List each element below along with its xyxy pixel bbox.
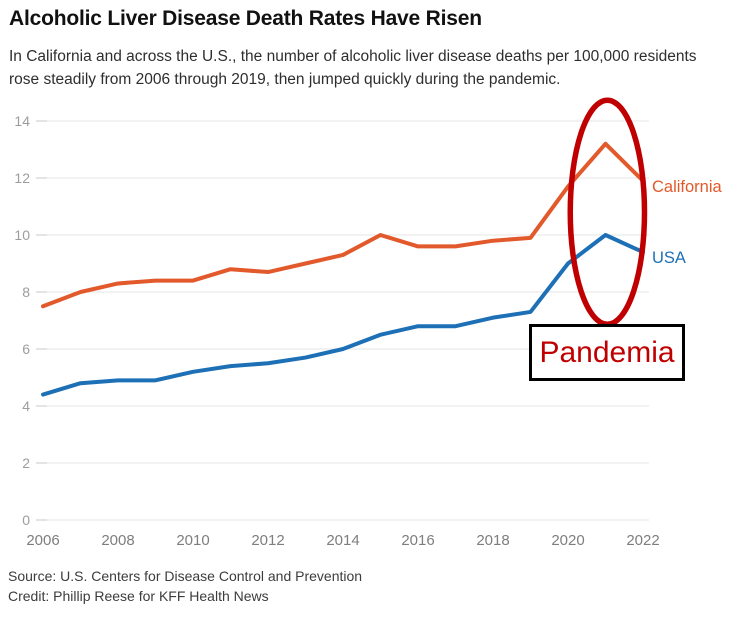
x-tick-label: 2014 (326, 532, 359, 549)
usa-series-label: USA (652, 249, 686, 268)
y-axis: 0 2 4 6 8 10 12 14 (14, 113, 649, 528)
y-tick-label: 6 (22, 341, 30, 357)
x-tick-label: 2022 (626, 532, 659, 549)
x-tick-label: 2018 (476, 532, 509, 549)
pandemic-ellipse (567, 97, 648, 327)
y-tick-label: 0 (22, 512, 30, 528)
y-tick-label: 4 (22, 398, 30, 414)
x-tick-label: 2006 (26, 532, 59, 549)
pandemia-annotation-label: Pandemia (539, 335, 675, 369)
y-tick-label: 8 (22, 284, 30, 300)
credit-line: Credit: Phillip Reese for KFF Health New… (8, 588, 269, 604)
x-tick-label: 2020 (551, 532, 584, 549)
y-tick-label: 14 (14, 113, 30, 129)
chart-title: Alcoholic Liver Disease Death Rates Have… (9, 7, 482, 30)
y-tick-label: 12 (14, 170, 30, 186)
x-tick-label: 2016 (401, 532, 434, 549)
x-tick-label: 2010 (176, 532, 209, 549)
pandemia-annotation-box: Pandemia (529, 324, 685, 381)
x-tick-label: 2012 (251, 532, 284, 549)
x-axis: 2006 2008 2010 2012 2014 2016 2018 2020 2022 (26, 532, 659, 549)
y-tick-label: 10 (14, 227, 30, 243)
y-tick-label: 2 (22, 455, 30, 471)
usa-line (41, 233, 645, 397)
source-line: Source: U.S. Centers for Disease Control… (8, 568, 363, 584)
x-tick-label: 2008 (101, 532, 134, 549)
chart-subtitle: In California and across the U.S., the n… (9, 48, 697, 88)
california-line (41, 141, 645, 309)
california-series-label: California (652, 177, 722, 196)
